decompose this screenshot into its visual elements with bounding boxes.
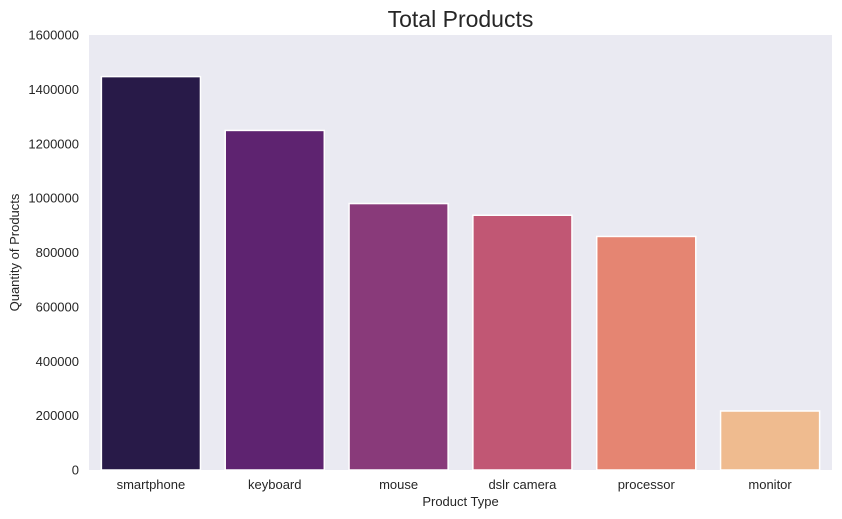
- y-tick-labels: 0 200000 400000 600000 800000 1000000 1200000 1…: [28, 28, 79, 478]
- y-tick-label: 0: [72, 463, 79, 478]
- chart-title: Total Products: [388, 6, 534, 32]
- y-tick-label: 600000: [36, 299, 79, 314]
- plot-background: [89, 35, 832, 470]
- x-tick-label: monitor: [748, 477, 792, 492]
- y-tick-label: 1400000: [28, 82, 79, 97]
- x-tick-label: keyboard: [248, 477, 301, 492]
- x-axis-title: Product Type: [422, 494, 498, 509]
- bar-monitor: [719, 410, 821, 471]
- y-axis-title: Quantity of Products: [7, 193, 22, 311]
- y-tick-label: 400000: [36, 354, 79, 369]
- bar-dslr-camera: [472, 214, 573, 471]
- bars-layer: [100, 75, 821, 471]
- y-tick-label: 1000000: [28, 191, 79, 206]
- y-tick-label: 1200000: [28, 136, 79, 151]
- y-tick-label: 800000: [36, 245, 79, 260]
- y-tick-label: 1600000: [28, 28, 79, 43]
- bar-keyboard: [224, 129, 326, 471]
- bar-smartphone: [100, 75, 202, 471]
- y-tick-label: 200000: [36, 408, 79, 423]
- x-tick-label: processor: [618, 477, 676, 492]
- bar-processor: [595, 235, 697, 471]
- x-tick-label: smartphone: [117, 477, 186, 492]
- bar-mouse: [348, 202, 449, 471]
- x-tick-label: dslr camera: [488, 477, 557, 492]
- x-tick-labels: smartphone keyboard mouse dslr camera proces…: [117, 477, 793, 492]
- x-tick-label: mouse: [379, 477, 418, 492]
